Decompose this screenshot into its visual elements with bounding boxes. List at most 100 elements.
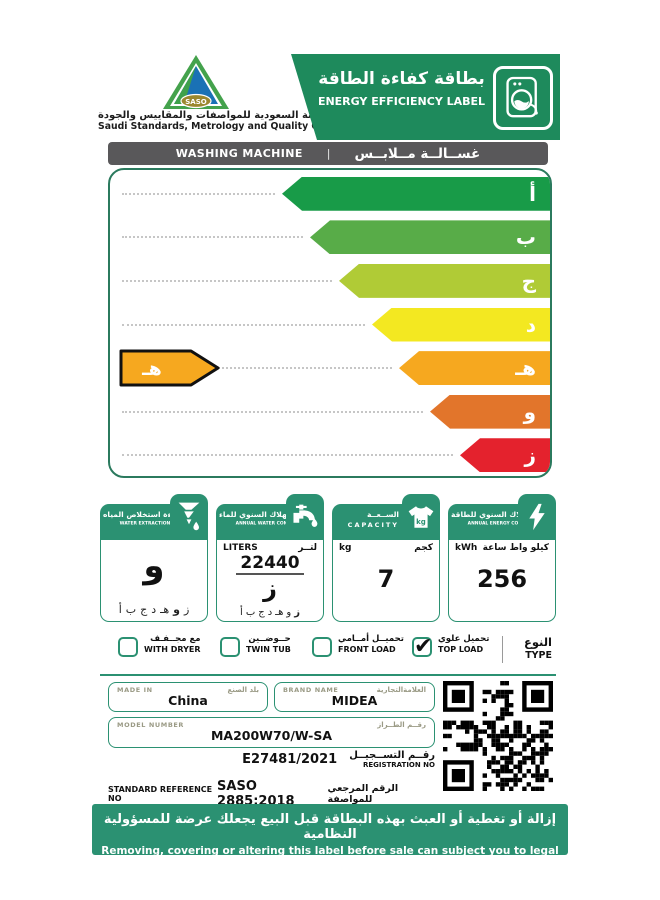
twin-tub-checkbox: [220, 637, 240, 657]
with-dryer-checkbox: [118, 637, 138, 657]
unit-arabic: كيلو واط ساعة: [482, 543, 549, 553]
water-extraction-grade: و: [143, 546, 165, 586]
water-consumption-value: 22440: [236, 554, 304, 575]
scale-letter: أ: [118, 603, 122, 616]
brand-name-box: BRAND NAME العلامةالتجارية MIDEA: [274, 682, 435, 712]
made-in-label-arabic: بلد الصنع: [227, 686, 259, 694]
metric-capacity: kg الســعــة CAPACITY kg كجم 7: [332, 494, 440, 622]
unit-arabic: لتــر: [298, 543, 317, 553]
grade-scale: أ ب ج د هـ و ز: [101, 603, 207, 616]
scale-letter: ز: [184, 603, 190, 616]
efficiency-bar-E: هـ: [399, 351, 550, 386]
grade-letter: هـ: [515, 356, 536, 381]
svg-text:هـ: هـ: [141, 358, 162, 380]
efficiency-bar-B: ب: [310, 220, 550, 255]
org-name-english: Saudi Standards, Metrology and Quality O…: [98, 121, 335, 132]
type-label-english: TYPE: [525, 650, 552, 661]
model-label-arabic: رقــم الطــراز: [377, 721, 426, 729]
org-name-arabic: الهيئة السعودية للمواصفات والمقاييس والج…: [98, 110, 331, 121]
metric-water-extraction: كفاءة استخلاص المياه WATER EXTRACTION EF…: [100, 494, 208, 622]
option-label-arabic: تحميل علوي: [438, 634, 490, 644]
top-load-checkbox checkmark-icon: ✔: [412, 634, 433, 659]
efficiency-bar-A: أ: [282, 176, 550, 211]
grade-letter: ب: [515, 225, 536, 250]
brand-label-arabic: العلامةالتجارية: [376, 686, 426, 694]
dotted-guideline: [122, 454, 453, 457]
registration-label-english: REGISTRATION NO: [362, 761, 435, 769]
tornado-drop-icon: [170, 494, 208, 540]
registration-number: E27481/2021: [242, 752, 338, 767]
scale-letter: د: [267, 607, 273, 618]
checkbox-front-load: تحميــل أمــامي FRONT LOAD: [312, 634, 404, 657]
scale-letter: ج: [258, 607, 265, 618]
metric-title-arabic: الســعــة: [366, 510, 399, 519]
dotted-guideline: [122, 279, 332, 282]
registration-label-arabic: رقــم التســجيــل: [349, 750, 435, 761]
standard-label-english: STANDARD REFERENCE NO: [108, 785, 213, 803]
type-label-arabic: النوع: [523, 635, 552, 649]
scale-letter: هـ: [160, 603, 170, 616]
grade-letter: ز: [524, 443, 536, 468]
metric-title-arabic: الإستهلاك السنوي للطاقة: [451, 510, 546, 519]
option-label-english: FRONT LOAD: [338, 645, 396, 654]
dotted-guideline: [122, 236, 303, 239]
scale-letter: ب: [245, 607, 256, 618]
unit-english: kg: [339, 543, 352, 553]
dotted-guideline: [122, 410, 423, 413]
saso-logo-icon: SASO: [163, 55, 229, 109]
efficiency-bar-F: و: [430, 394, 550, 429]
metric-energy-consumption: الإستهلاك السنوي للطاقة ANNUAL ENERGY CO…: [448, 494, 556, 622]
unit-english: kWh: [455, 543, 478, 553]
energy-label-banner: بطاقة كفاءة الطاقة ENERGY EFFICIENCY LAB…: [291, 54, 560, 140]
warning-english: Removing, covering or altering this labe…: [101, 845, 559, 869]
svg-text:kg: kg: [416, 518, 426, 526]
scale-letter: و: [286, 607, 292, 618]
scale-letter: و: [173, 603, 180, 616]
model-label-english: MODEL NUMBER: [117, 721, 185, 729]
product-name-arabic: غســالــة مــلابــس: [354, 145, 481, 162]
washing-machine-icon: [493, 66, 553, 130]
grade-letter: د: [525, 312, 536, 337]
metric-title-english: CAPACITY: [347, 521, 399, 529]
lightning-icon: [518, 494, 556, 540]
option-label-english: TOP LOAD: [438, 645, 484, 654]
dotted-guideline: [122, 323, 365, 326]
metric-body: و أ ب ج د هـ و ز: [100, 540, 208, 622]
section-divider: [100, 674, 556, 676]
option-label-arabic: مع مجــفـف: [150, 634, 201, 644]
brand-value: MIDEA: [331, 693, 378, 708]
product-name-english: WASHING MACHINE: [175, 147, 303, 160]
scale-letter: ز: [294, 607, 300, 618]
banner-title-arabic: بطاقة كفاءة الطاقة: [318, 69, 485, 89]
checkbox-twin-tub: حــوضــين TWIN TUB: [220, 634, 291, 657]
brand-label-english: BRAND NAME: [283, 686, 339, 694]
metric-title-arabic: كفاءة استخلاص المياه: [103, 510, 184, 519]
scale-letter: د: [151, 603, 157, 616]
efficiency-bar-C: ج: [339, 263, 550, 298]
selected-grade-indicator: هـ: [118, 345, 222, 395]
energy-consumption-value: 256: [476, 565, 528, 593]
grade-scale: أ ب ج د هـ و ز: [217, 607, 323, 618]
unit-arabic: كجم: [414, 543, 433, 553]
scale-letter: ج: [140, 603, 148, 616]
grade-letter: ج: [521, 268, 536, 293]
model-value: MA200W70/W-SA: [210, 728, 333, 743]
product-category-bar: WASHING MACHINE | غســالــة مــلابــس: [108, 142, 548, 165]
product-bar-divider: |: [326, 147, 331, 160]
banner-titles: بطاقة كفاءة الطاقة ENERGY EFFICIENCY LAB…: [317, 69, 486, 108]
efficiency-bar-D: د: [372, 307, 550, 342]
saso-logo-text: SASO: [185, 98, 207, 106]
scale-letter: ب: [125, 603, 137, 616]
metric-title-english: ANNUAL ENERGY CONSUMPTION: [467, 521, 549, 527]
option-label-english: TWIN TUB: [246, 645, 291, 654]
faucet-icon: [286, 494, 324, 540]
grade-letter: أ: [529, 181, 536, 206]
metric-water-consumption: الإستهلاك السنوي للماء ANNUAL WATER CONS…: [216, 494, 324, 622]
saso-org-block: SASO الهيئة السعودية للمواصفات والمقاييس…: [98, 54, 335, 142]
metric-title-english: WATER EXTRACTION EFFICIENCY: [119, 521, 201, 527]
efficiency-bar-G: ز: [460, 438, 550, 473]
type-divider: [502, 636, 503, 663]
banner-title-english: ENERGY EFFICIENCY LABEL: [317, 95, 486, 108]
